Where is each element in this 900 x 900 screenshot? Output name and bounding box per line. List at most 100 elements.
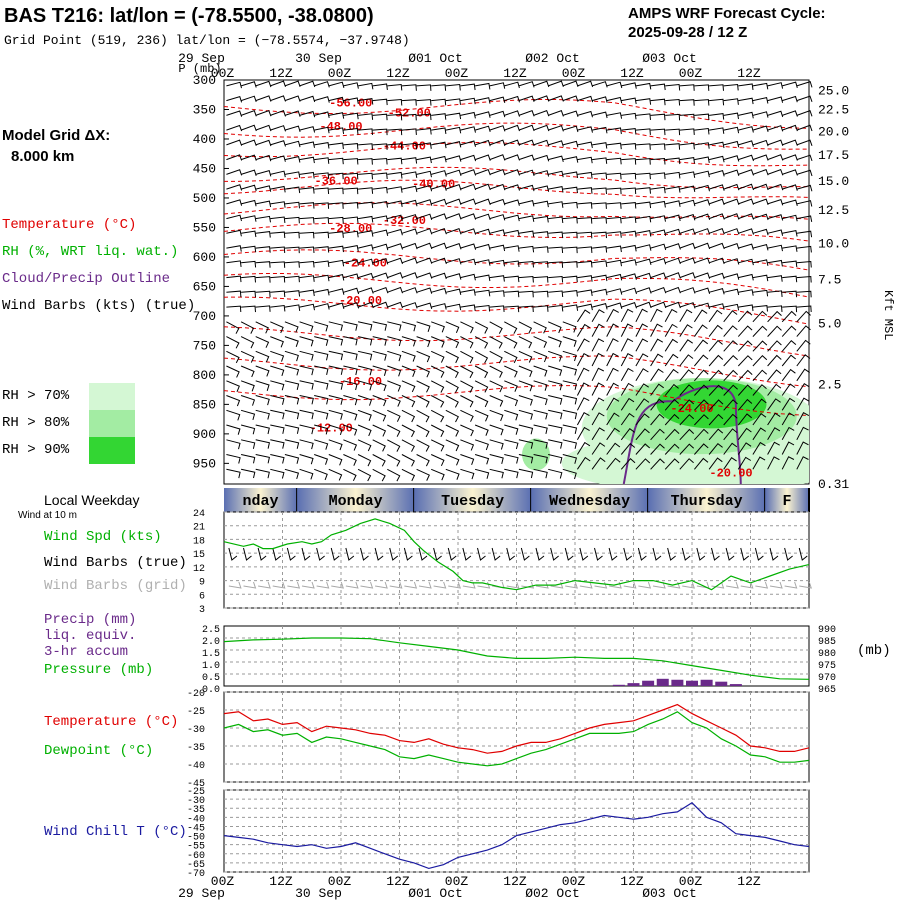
wind-barb: [738, 97, 754, 105]
wind-barb: [240, 395, 256, 406]
wind-barb-true: [550, 547, 559, 561]
wind-barb: [401, 272, 418, 279]
wind-barb: [577, 231, 593, 239]
wind-barb: [284, 380, 300, 391]
wind-barb: [518, 395, 533, 406]
wind-barb-true: [696, 547, 706, 561]
wind-barb: [767, 168, 784, 176]
top-date-label: 30 Sep: [295, 51, 342, 66]
wind-barb: [606, 352, 619, 367]
wind-barb: [328, 365, 344, 375]
wind-barb: [796, 245, 812, 253]
wind-barb: [387, 321, 402, 332]
wind-barb: [226, 229, 242, 237]
wind-barb: [650, 368, 664, 382]
temperature-contour-label: -20.00: [339, 294, 382, 308]
wind-barb: [796, 260, 812, 268]
wind-barb: [445, 227, 462, 235]
forecast-cycle-value: 2025-09-28 / 12 Z: [628, 24, 748, 41]
wind-barb: [694, 287, 711, 294]
rh90-swatch: [89, 437, 135, 464]
wind-barb: [489, 183, 506, 191]
wind-barb: [518, 409, 534, 420]
wind-barb: [270, 321, 284, 334]
wind-barb: [723, 198, 740, 205]
wind-barb: [796, 305, 812, 313]
wind-barb-true: [286, 547, 296, 561]
wind-barb: [270, 290, 286, 298]
wind-barb: [708, 242, 725, 250]
wind-barb: [518, 454, 534, 464]
wind-barb-grid: [462, 581, 476, 589]
wind-barb: [328, 409, 343, 420]
wind-barb: [518, 169, 535, 177]
wind-barb: [548, 290, 564, 298]
wind-barb: [372, 215, 389, 222]
wind-barb: [796, 154, 813, 162]
wind-barb: [606, 308, 619, 323]
precip-tick-label: 2.0: [202, 637, 220, 648]
dewpoint-line: [223, 711, 810, 767]
wind-barb: [474, 439, 489, 451]
wind-barb: [416, 287, 433, 294]
wind-barb: [430, 365, 445, 378]
wind-barb: [606, 412, 620, 426]
wind-barb: [635, 258, 652, 266]
wind-barb: [548, 140, 564, 147]
wind-barb: [240, 380, 255, 392]
wind-barb: [591, 442, 606, 455]
wind-barb: [416, 454, 430, 467]
wind-barb-grid: [711, 581, 725, 589]
weekday-cell: [414, 488, 532, 512]
wind-barb: [343, 439, 358, 451]
wind-barb: [270, 336, 284, 348]
wind-barb: [679, 242, 696, 250]
wind-barb: [664, 428, 680, 441]
wind-barb: [343, 468, 357, 482]
wind-barb: [679, 369, 694, 382]
wind-barb: [489, 275, 505, 282]
wind-barb: [445, 424, 460, 437]
wind-barb: [782, 154, 798, 161]
wind-barb: [533, 439, 548, 449]
wind-barb: [548, 95, 564, 102]
wind-barb: [708, 227, 725, 235]
bottom-hour-label: 12Z: [269, 874, 293, 889]
legend-rh80: RH > 80%: [2, 415, 70, 431]
wind-barb: [460, 169, 477, 176]
wind-barb: [782, 230, 798, 237]
wind-barb: [401, 142, 417, 150]
wind-barb: [620, 457, 636, 470]
wind-barb: [606, 231, 622, 238]
top-hour-label: 00Z: [679, 66, 703, 81]
wind-barb: [591, 367, 605, 382]
wind-barb-true: [711, 547, 720, 561]
top-hour-label: 12Z: [386, 66, 410, 81]
wind-barb: [562, 275, 578, 283]
grid-point-info: Grid Point (519, 236) lat/lon = (−78.557…: [4, 33, 410, 48]
wind-barb: [270, 201, 286, 208]
wind-barb: [767, 96, 784, 103]
wind-barb: [576, 426, 590, 441]
wind-barb: [328, 321, 344, 332]
wind-barb: [401, 157, 418, 164]
wind-barb-grid: [418, 581, 432, 589]
wind-barb: [533, 215, 549, 223]
wind-barb: [401, 380, 416, 393]
wind-barb: [738, 243, 754, 250]
legend-3hr-accum: 3-hr accum: [44, 644, 129, 660]
wind-barb: [416, 302, 433, 310]
wind-barb: [343, 172, 359, 180]
wind-barb: [240, 409, 256, 421]
wind-barb: [460, 395, 474, 408]
wind-speed-tick-label: 9: [199, 578, 205, 589]
wind-barb: [460, 213, 477, 220]
wind-barb: [606, 96, 623, 104]
wind-barb: [314, 439, 329, 450]
wind-barb: [504, 321, 518, 334]
wind-barb: [796, 124, 813, 132]
wind-barb: [562, 350, 577, 362]
wind-barb: [328, 245, 344, 253]
wind-barb: [737, 325, 753, 337]
wind-barb: [650, 413, 665, 426]
